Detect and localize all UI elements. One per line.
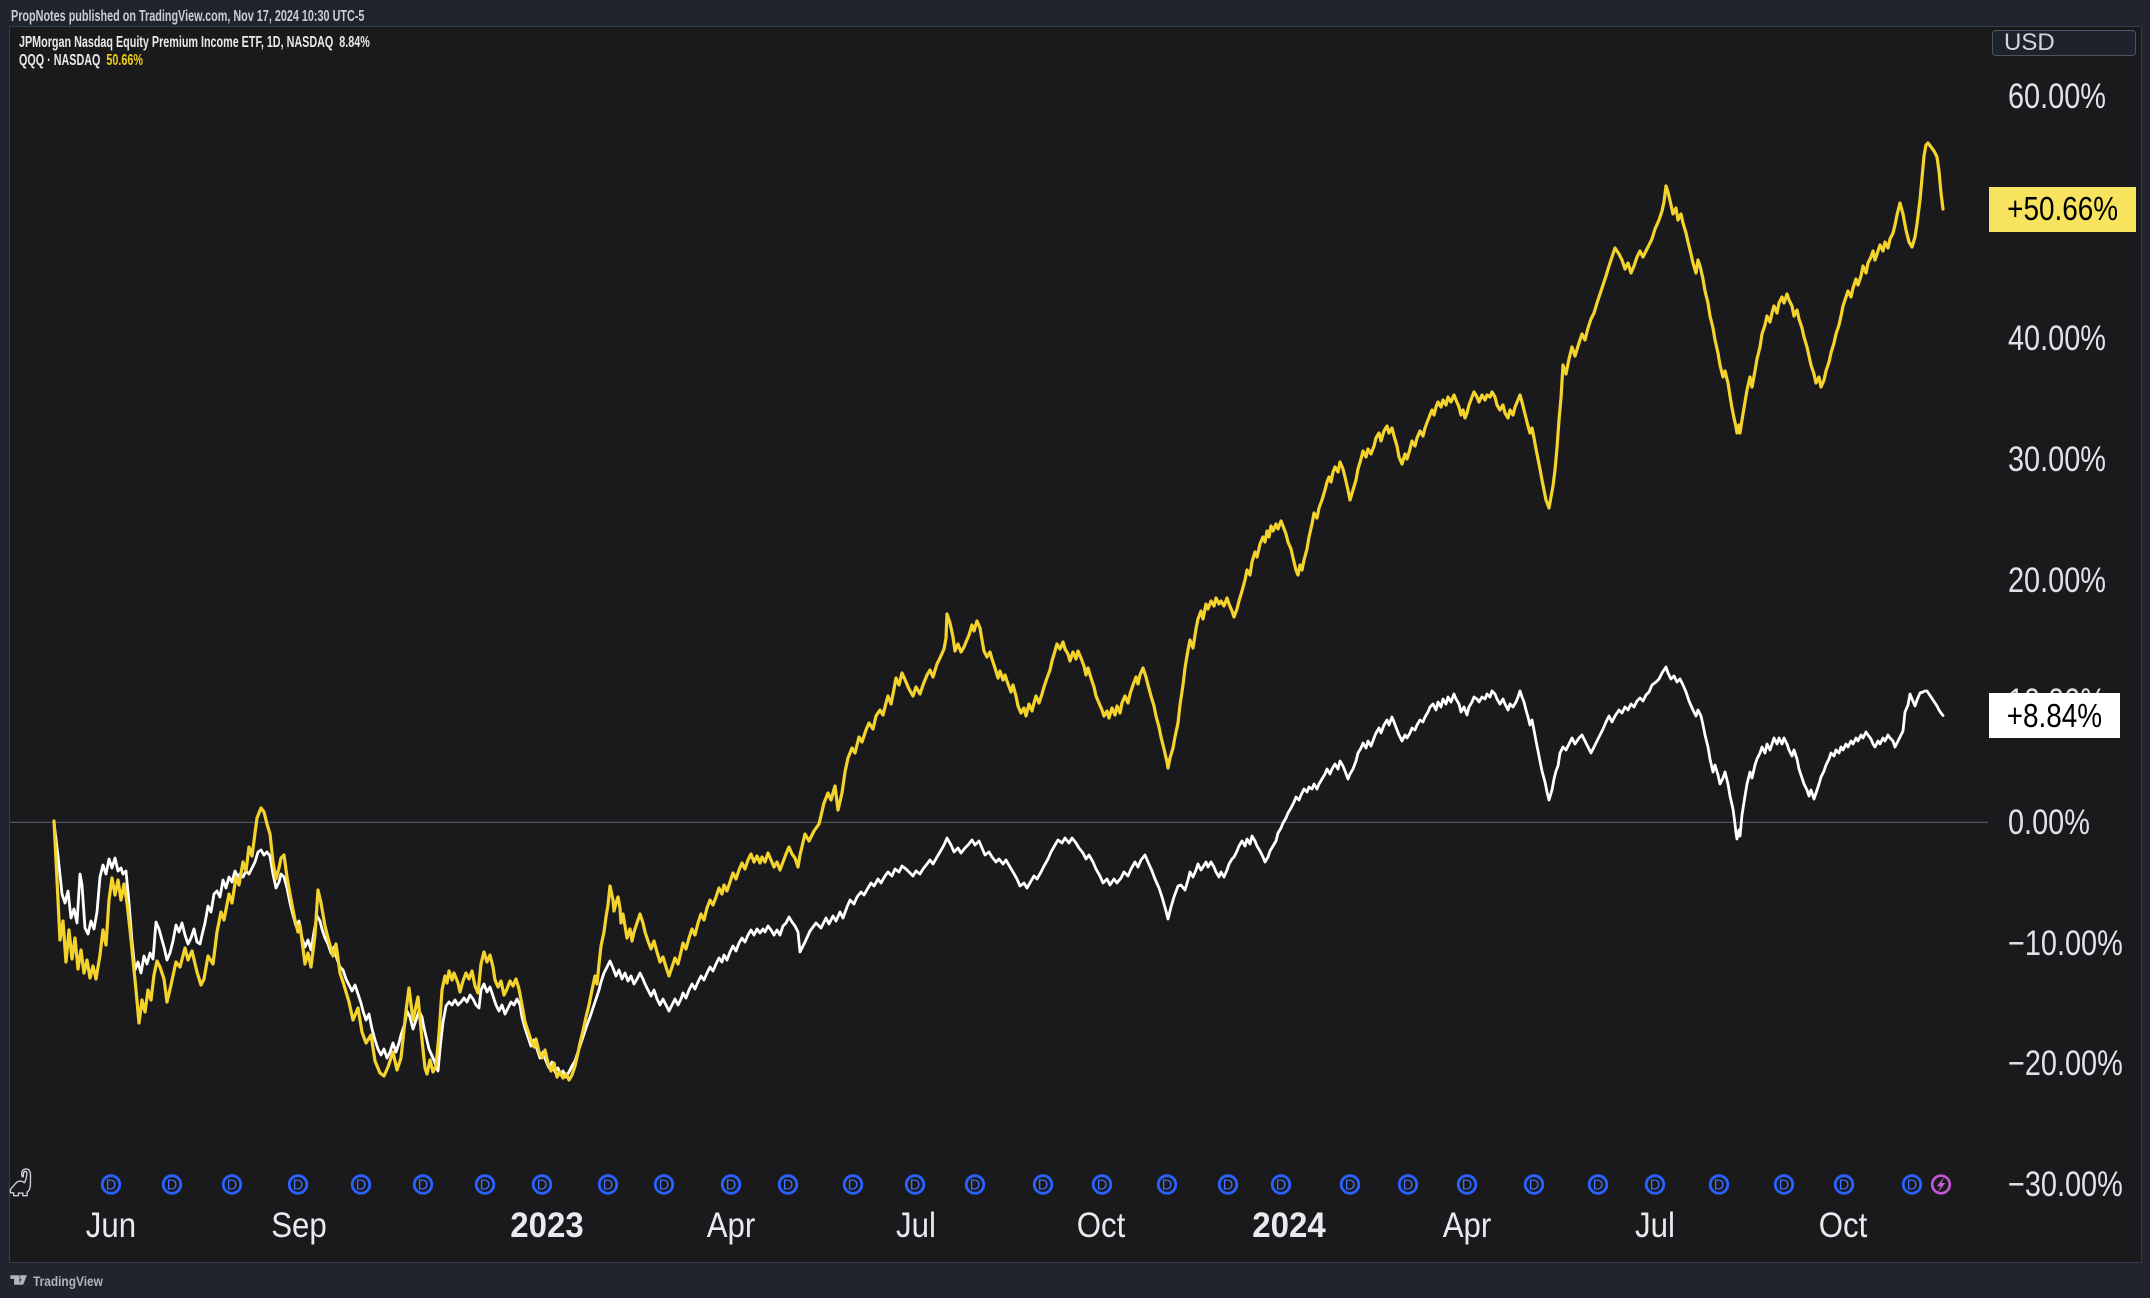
svg-text:D: D — [418, 1178, 428, 1194]
svg-text:D: D — [726, 1178, 736, 1194]
svg-text:D: D — [1403, 1178, 1413, 1194]
svg-text:D: D — [227, 1178, 237, 1194]
svg-text:D: D — [480, 1178, 490, 1194]
svg-text:D: D — [1714, 1178, 1724, 1194]
svg-text:D: D — [910, 1178, 920, 1194]
svg-text:D: D — [1779, 1178, 1789, 1194]
svg-text:D: D — [848, 1178, 858, 1194]
svg-text:D: D — [1907, 1178, 1917, 1194]
svg-text:D: D — [537, 1178, 547, 1194]
svg-text:D: D — [970, 1178, 980, 1194]
svg-text:D: D — [356, 1178, 366, 1194]
svg-text:D: D — [1529, 1178, 1539, 1194]
svg-text:D: D — [1223, 1178, 1233, 1194]
svg-text:D: D — [106, 1178, 116, 1194]
svg-text:D: D — [783, 1178, 793, 1194]
svg-text:D: D — [1345, 1178, 1355, 1194]
svg-text:D: D — [1038, 1178, 1048, 1194]
svg-text:D: D — [1462, 1178, 1472, 1194]
svg-text:D: D — [603, 1178, 613, 1194]
svg-text:D: D — [659, 1178, 669, 1194]
svg-text:D: D — [1839, 1178, 1849, 1194]
svg-text:D: D — [293, 1178, 303, 1194]
svg-text:D: D — [1097, 1178, 1107, 1194]
svg-text:D: D — [1650, 1178, 1660, 1194]
svg-text:D: D — [167, 1178, 177, 1194]
svg-text:D: D — [1593, 1178, 1603, 1194]
svg-text:D: D — [1276, 1178, 1286, 1194]
svg-text:D: D — [1162, 1178, 1172, 1194]
